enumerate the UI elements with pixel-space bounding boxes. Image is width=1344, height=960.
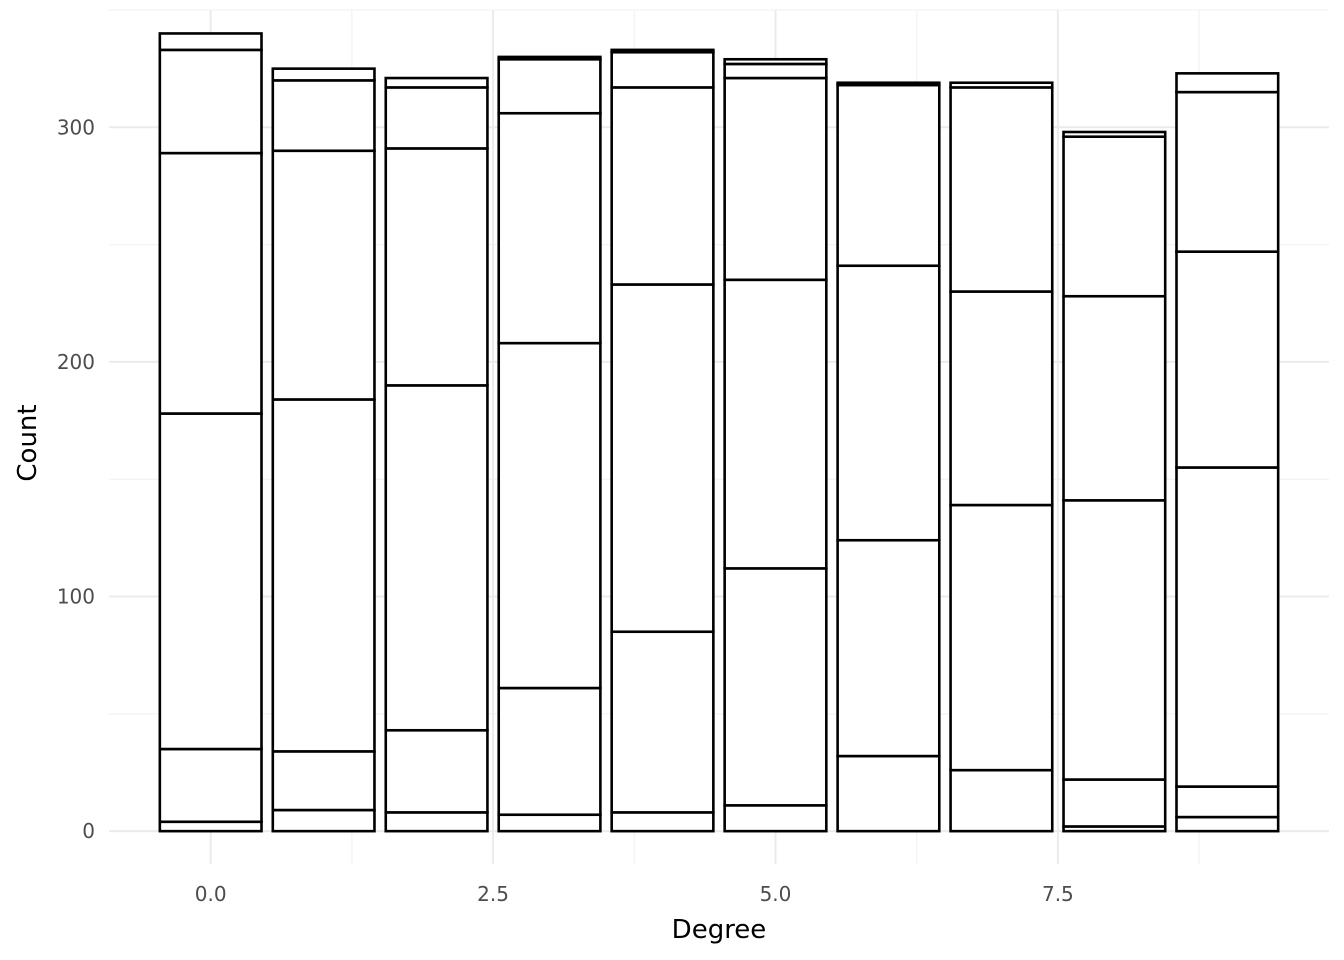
bar-segment xyxy=(1062,294,1167,502)
bar-segment xyxy=(384,86,489,150)
bar-segment xyxy=(723,804,828,833)
bar-segment xyxy=(1175,466,1280,788)
bar-segment xyxy=(836,83,941,268)
bar-segment xyxy=(949,86,1054,293)
x-tick-label: 2.5 xyxy=(477,882,509,906)
bar-segment xyxy=(271,67,376,82)
x-tick-label: 5.0 xyxy=(760,882,792,906)
bar-segment xyxy=(497,813,602,833)
bar-degree-5 xyxy=(723,57,828,833)
bar-segment xyxy=(1175,90,1280,253)
bar-segment xyxy=(1175,815,1280,833)
bar-segment xyxy=(949,290,1054,507)
bar-segment xyxy=(1062,499,1167,781)
x-tick-label: 7.5 xyxy=(1042,882,1074,906)
bars xyxy=(158,32,1280,833)
y-tick-label: 100 xyxy=(57,585,95,609)
bar-segment xyxy=(723,62,828,80)
bar-segment xyxy=(384,147,489,387)
bar-segment xyxy=(158,747,263,824)
bar-degree-4 xyxy=(610,48,715,833)
bar-degree-6 xyxy=(836,81,941,833)
y-tick-label: 300 xyxy=(57,115,95,139)
bar-segment xyxy=(610,50,715,89)
y-tick-label: 200 xyxy=(57,350,95,374)
bar-segment xyxy=(1175,785,1280,819)
bar-segment xyxy=(271,149,376,401)
bar-segment xyxy=(271,750,376,812)
bar-segment xyxy=(158,151,263,415)
bar-segment xyxy=(1175,72,1280,94)
bar-segment xyxy=(723,567,828,807)
bar-segment xyxy=(610,48,715,54)
bar-segment xyxy=(836,754,941,833)
bar-segment xyxy=(158,412,263,751)
bar-segment xyxy=(497,111,602,345)
bar-segment xyxy=(271,808,376,833)
bar-segment xyxy=(1175,250,1280,469)
bar-segment xyxy=(497,341,602,690)
x-tick-labels: 0.0 2.5 5.0 7.5 xyxy=(195,882,1074,906)
bar-segment xyxy=(158,820,263,833)
bar-segment xyxy=(1062,778,1167,828)
bar-segment xyxy=(384,728,489,814)
bar-segment xyxy=(836,81,941,87)
bar-degree-3 xyxy=(497,55,602,833)
bar-segment xyxy=(949,503,1054,772)
bar-degree-0 xyxy=(158,32,263,833)
bar-segment xyxy=(158,48,263,155)
bar-segment xyxy=(271,79,376,153)
bar-segment xyxy=(384,76,489,89)
y-tick-label: 0 xyxy=(82,819,95,843)
bar-segment xyxy=(836,264,941,542)
bar-segment xyxy=(836,538,941,758)
bar-degree-8 xyxy=(1062,130,1167,833)
bar-segment xyxy=(723,76,828,282)
bar-segment xyxy=(949,81,1054,89)
x-axis-title: Degree xyxy=(672,915,767,945)
bar-degree-9 xyxy=(1175,72,1280,833)
bar-segment xyxy=(723,278,828,570)
x-tick-label: 0.0 xyxy=(195,882,227,906)
bar-segment xyxy=(384,384,489,732)
y-axis-title: Count xyxy=(13,404,43,481)
bar-segment xyxy=(949,768,1054,833)
bar-segment xyxy=(610,630,715,814)
bar-segment xyxy=(271,398,376,753)
bar-segment xyxy=(610,283,715,634)
bar-degree-1 xyxy=(271,67,376,833)
bar-segment xyxy=(610,86,715,286)
bar-segment xyxy=(610,811,715,833)
bar-segment xyxy=(1062,135,1167,298)
y-tick-labels: 0 100 200 300 xyxy=(57,115,95,843)
bar-segment xyxy=(497,686,602,817)
bar-segment xyxy=(497,55,602,61)
bar-segment xyxy=(1062,130,1167,138)
bar-segment xyxy=(723,57,828,66)
bar-degree-2 xyxy=(384,76,489,833)
bar-segment xyxy=(497,57,602,115)
bar-degree-7 xyxy=(949,81,1054,833)
bar-segment xyxy=(384,811,489,833)
bar-segment xyxy=(158,32,263,52)
